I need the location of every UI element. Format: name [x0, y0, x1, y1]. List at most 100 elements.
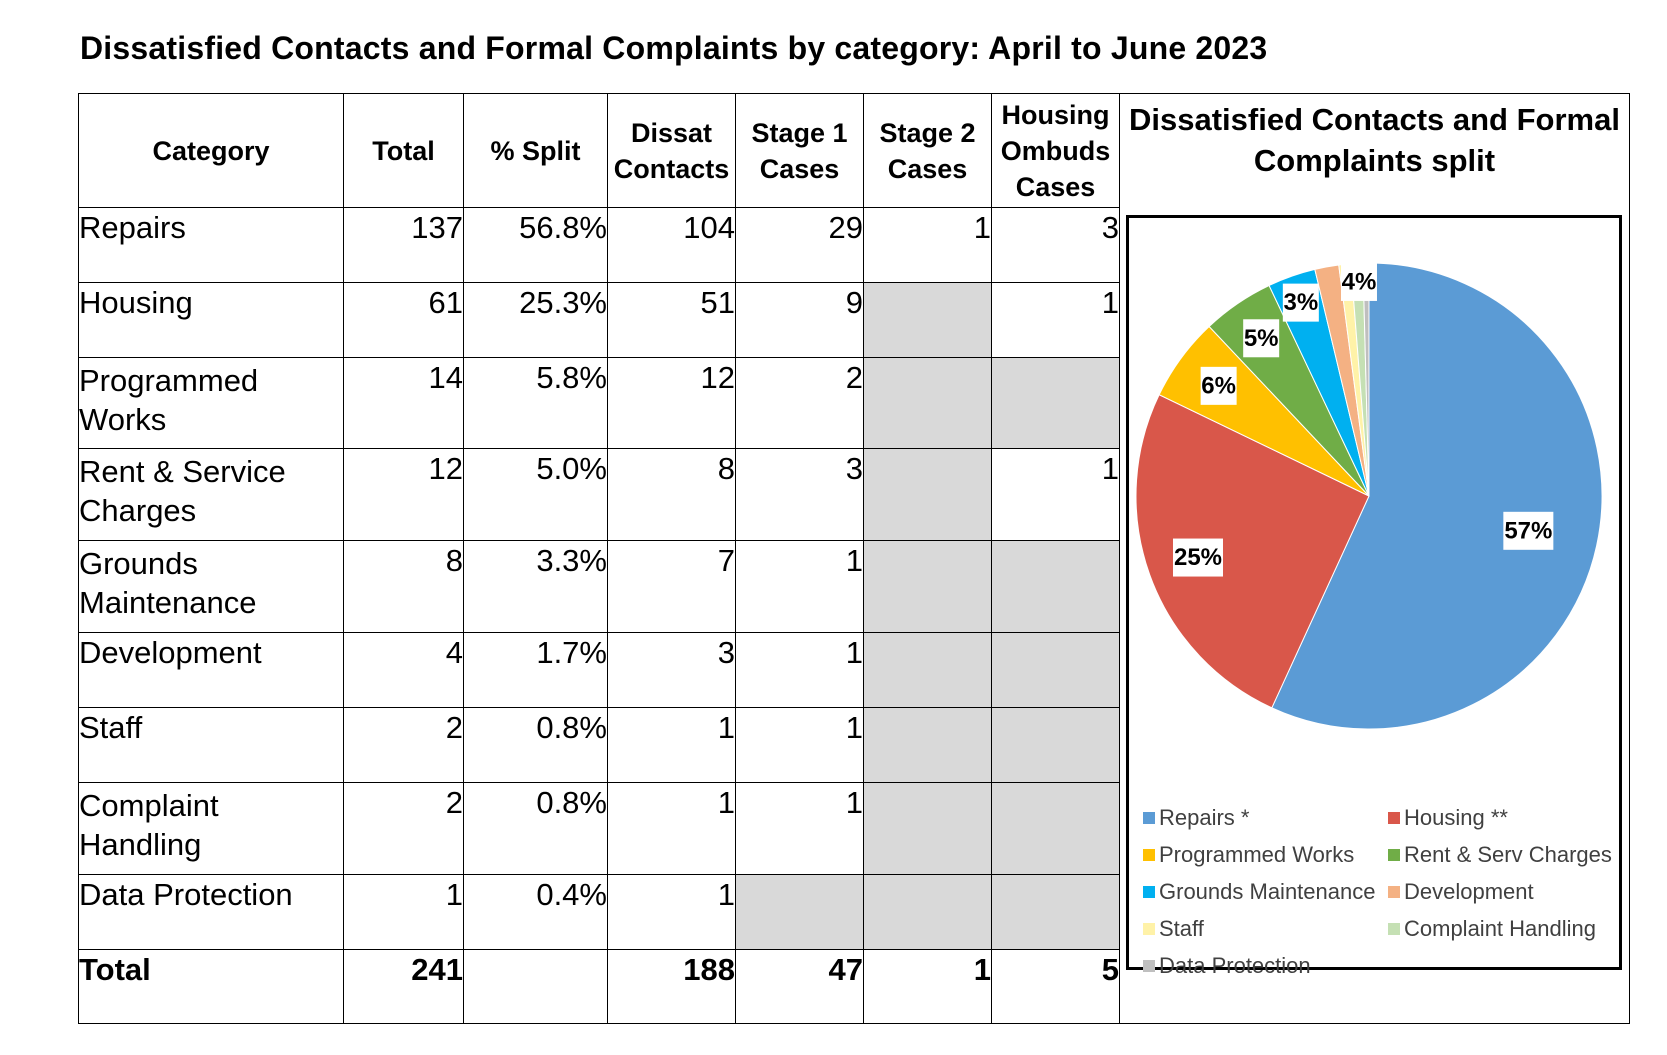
header-dissat-contacts: Dissat Contacts [607, 93, 736, 208]
row-stage1: 9 [735, 282, 864, 358]
row-total: 12 [343, 448, 464, 541]
header-line: Cases [759, 153, 840, 184]
legend-swatch [1143, 959, 1155, 972]
row-total: 4 [343, 632, 464, 708]
complaints-table: Category Total % Split Dissat Contacts S… [78, 93, 1630, 1024]
row-split: 0.8% [463, 782, 608, 875]
legend-item: Complaint Handling [1388, 912, 1623, 945]
legend-swatch [1388, 885, 1400, 898]
table-total-row: Total 241 188 47 1 5 [78, 949, 1630, 1024]
row-dissat: 1 [607, 782, 736, 875]
row-stage2 [863, 448, 992, 541]
legend-item: Staff [1143, 912, 1388, 945]
total-stage1: 47 [735, 949, 864, 1024]
category-line: Development [79, 635, 262, 670]
category-line: Data Protection [79, 877, 293, 912]
row-stage2 [863, 782, 992, 875]
row-dissat: 3 [607, 632, 736, 708]
row-category: Staff [78, 707, 344, 783]
legend-swatch [1388, 811, 1400, 824]
row-stage1: 2 [735, 357, 864, 449]
row-dissat: 12 [607, 357, 736, 449]
header-stage1-cases: Stage 1 Cases [735, 93, 864, 208]
row-split: 3.3% [463, 540, 608, 633]
pie-chart-svg: 57% 25% 6% 5%3% 4% [1135, 262, 1603, 730]
row-ombuds [991, 707, 1120, 783]
row-total: 1 [343, 874, 464, 950]
row-total: 8 [343, 540, 464, 633]
table-row: Rent & Service Charges 12 5.0% 8 3 1 [78, 448, 1630, 541]
row-stage1: 29 [735, 207, 864, 283]
row-category: Repairs [78, 207, 344, 283]
legend-item: Housing ** [1388, 801, 1623, 834]
row-ombuds [991, 874, 1120, 950]
total-stage2: 1 [863, 949, 992, 1024]
table-row: Development 4 1.7% 3 1 [78, 632, 1630, 708]
header-line: Cases [887, 153, 968, 184]
pie-data-label: 6% [1200, 366, 1237, 405]
pie-data-label: 3% [1282, 283, 1319, 322]
legend-label: Data Protection [1159, 952, 1311, 978]
table-row: Housing 61 25.3% 51 9 1 [78, 282, 1630, 358]
row-category: Programmed Works [78, 357, 344, 449]
row-dissat: 51 [607, 282, 736, 358]
chart-title: Dissatisfied Contacts and Formal Complai… [1129, 102, 1620, 178]
legend-swatch [1143, 848, 1155, 861]
row-split: 0.8% [463, 707, 608, 783]
row-split: 56.8% [463, 207, 608, 283]
row-total: 2 [343, 782, 464, 875]
row-total: 137 [343, 207, 464, 283]
pie-data-label: 25% [1172, 538, 1223, 577]
category-line: Handling [79, 827, 202, 862]
table-row: Programmed Works 14 5.8% 12 2 [78, 357, 1630, 449]
row-category: Grounds Maintenance [78, 540, 344, 633]
total-dissat: 188 [607, 949, 736, 1024]
category-line: Works [79, 402, 167, 437]
row-stage1: 1 [735, 540, 864, 633]
category-line: Charges [79, 493, 197, 528]
pie-data-label: 4% [1340, 262, 1377, 301]
category-line: Maintenance [79, 585, 257, 620]
table-row: Grounds Maintenance 8 3.3% 7 1 [78, 540, 1630, 633]
row-dissat: 1 [607, 707, 736, 783]
row-split: 0.4% [463, 874, 608, 950]
total-split [463, 949, 608, 1024]
legend-swatch [1143, 885, 1155, 898]
category-line: Rent & Service [79, 454, 286, 489]
table-row: Data Protection 1 0.4% 1 [78, 874, 1630, 950]
table-row: Complaint Handling 2 0.8% 1 1 [78, 782, 1630, 875]
header-total: Total [343, 93, 464, 208]
legend-label: Programmed Works [1159, 841, 1355, 867]
legend-label: Staff [1159, 915, 1204, 941]
header-line: Housing [1001, 99, 1110, 130]
row-stage2 [863, 357, 992, 449]
row-total: 2 [343, 707, 464, 783]
row-stage1: 1 [735, 632, 864, 708]
row-stage2 [863, 282, 992, 358]
legend-swatch [1388, 922, 1400, 935]
pie-slice [1135, 394, 1370, 709]
svg-text:6%: 6% [1201, 372, 1236, 399]
table-row: Staff 2 0.8% 1 1 [78, 707, 1630, 783]
pie-slice [1271, 262, 1603, 730]
legend-swatch [1388, 848, 1400, 861]
svg-text:4%: 4% [1342, 268, 1377, 295]
legend-label: Development [1404, 878, 1534, 904]
total-total: 241 [343, 949, 464, 1024]
row-category: Complaint Handling [78, 782, 344, 875]
header-category: Category [78, 93, 344, 208]
total-label: Total [78, 949, 344, 1024]
row-stage1: 1 [735, 707, 864, 783]
header-ombuds-cases: Housing Ombuds Cases [991, 93, 1120, 208]
header-line: Stage 1 [751, 117, 848, 148]
chart-legend: Repairs * Housing ** Programmed Works Rent … [1143, 801, 1623, 982]
row-ombuds: 1 [991, 448, 1120, 541]
pie-data-label: 5% [1243, 319, 1280, 358]
row-ombuds [991, 632, 1120, 708]
row-dissat: 7 [607, 540, 736, 633]
row-split: 5.8% [463, 357, 608, 449]
legend-item: Repairs * [1143, 801, 1388, 834]
page-title: Dissatisfied Contacts and Formal Complai… [80, 30, 1268, 66]
svg-text:25%: 25% [1174, 544, 1222, 571]
category-line: Programmed [79, 363, 259, 398]
